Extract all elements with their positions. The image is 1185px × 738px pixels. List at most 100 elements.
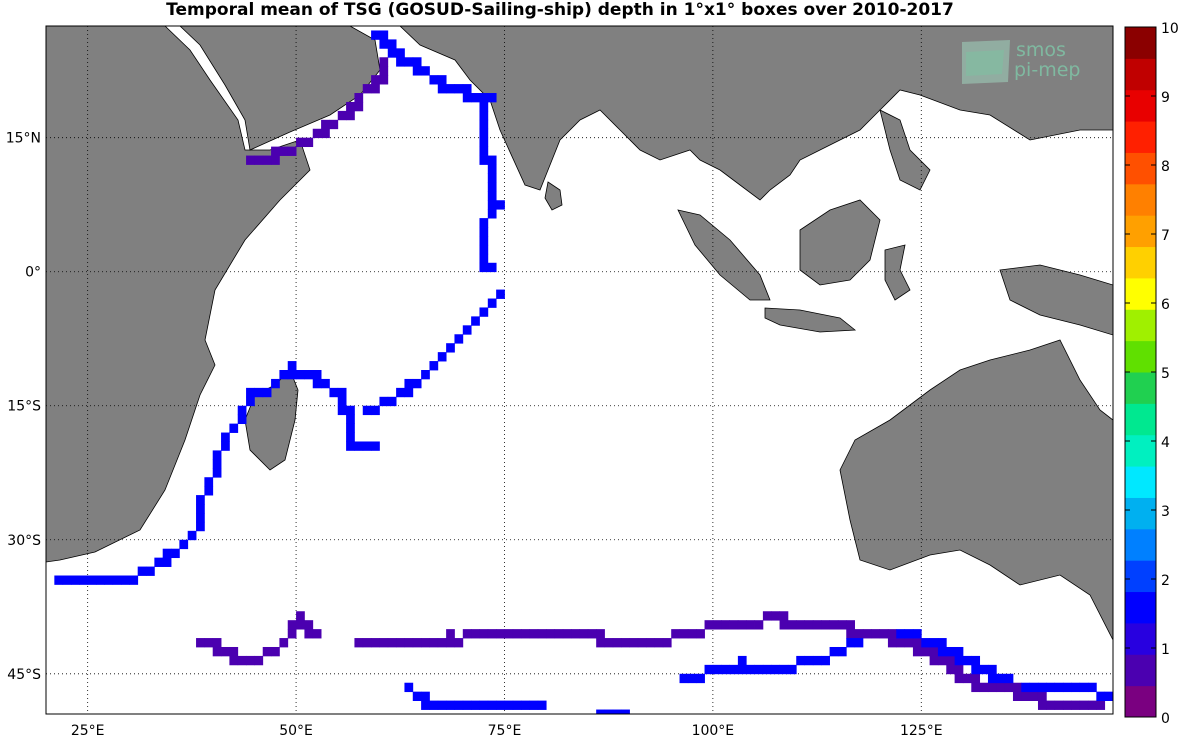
depth-box [854,638,864,648]
depth-box [687,629,697,639]
latitude-ticks: 15°N 0° 15°S 30°S 45°S [6,131,41,683]
depth-box [796,655,805,666]
depth-box [929,646,939,657]
depth-box [771,611,780,621]
depth-box [696,629,705,639]
depth-box [637,638,647,648]
depth-box [371,30,380,40]
depth-box [462,700,472,710]
depth-box [329,119,339,130]
depth-box [204,486,214,496]
depth-box [887,629,897,639]
depth-box [787,620,797,630]
depth-box [946,646,956,657]
colorbar-segment [1125,89,1156,122]
depth-box [954,655,964,666]
depth-box [162,548,172,559]
java-landmass [764,307,857,333]
depth-box [346,101,355,112]
depth-box [412,378,422,389]
depth-box [754,664,764,675]
lat-tick-label: 15°N [6,131,41,147]
lon-tick-label: 125°E [900,723,943,738]
depth-box [479,128,489,139]
lon-tick-label: 50°E [279,723,313,738]
depth-box [487,262,497,273]
depth-box [771,664,780,675]
depth-box [962,655,972,666]
depth-box [221,432,230,442]
depth-box [712,620,722,630]
depth-box [1079,682,1089,693]
depth-box [937,655,947,666]
depth-box [487,191,497,201]
longitude-ticks: 25°E 50°E 75°E 100°E 125°E [71,723,943,738]
colorbar-segment [1125,246,1156,279]
depth-box [262,155,272,165]
depth-box [954,664,964,675]
depth-box [1004,673,1014,684]
depth-box [404,682,414,693]
depth-box [937,638,947,648]
depth-box [904,638,914,648]
depth-box [387,396,397,407]
depth-box [487,164,497,174]
depth-box [196,521,205,532]
colorbar-segment [1125,372,1156,404]
depth-box [296,370,305,380]
depth-box [879,629,889,639]
depth-box [512,700,522,710]
depth-box [971,664,981,675]
depth-box [704,620,714,630]
depth-box [396,638,405,648]
depth-box [346,432,355,442]
depth-box [529,629,539,639]
depth-box [487,155,497,165]
depth-box [671,629,680,639]
depth-box [346,110,355,121]
depth-box [212,459,222,469]
logo-line1: smos [1016,39,1066,61]
depth-box [487,182,497,192]
depth-box [229,423,239,433]
depth-box [479,93,489,103]
depth-box [479,101,489,112]
depth-box [596,629,605,639]
depth-box [846,620,855,630]
depth-box [479,119,489,130]
depth-box [829,646,839,657]
depth-box [779,611,789,621]
depth-box [287,629,297,639]
depth-box [487,93,497,103]
depth-box [1096,691,1106,701]
depth-box [154,557,164,567]
colorbar-segment [1125,403,1156,436]
depth-box [421,700,430,710]
depth-box [446,629,455,639]
depth-box [321,128,330,139]
lon-tick-label: 75°E [488,723,522,738]
depth-box [979,682,989,693]
depth-box [421,66,430,76]
depth-box [504,700,514,710]
depth-box [762,611,772,621]
colorbar-tick-label: 2 [1161,573,1170,589]
depth-box [329,387,339,398]
depth-box [379,57,389,67]
depth-box [437,700,447,710]
depth-box [462,325,472,335]
depth-box [362,638,372,648]
depth-box [287,146,297,156]
depth-box [912,646,922,657]
depth-box [287,370,297,380]
depth-box [396,48,405,58]
depth-box [479,235,489,246]
depth-box [979,664,989,675]
depth-box [437,638,447,648]
depth-box [912,629,922,639]
depth-box [421,691,430,701]
depth-box [246,396,255,407]
depth-box [412,57,422,67]
depth-box [387,638,397,648]
depth-box [421,638,430,648]
